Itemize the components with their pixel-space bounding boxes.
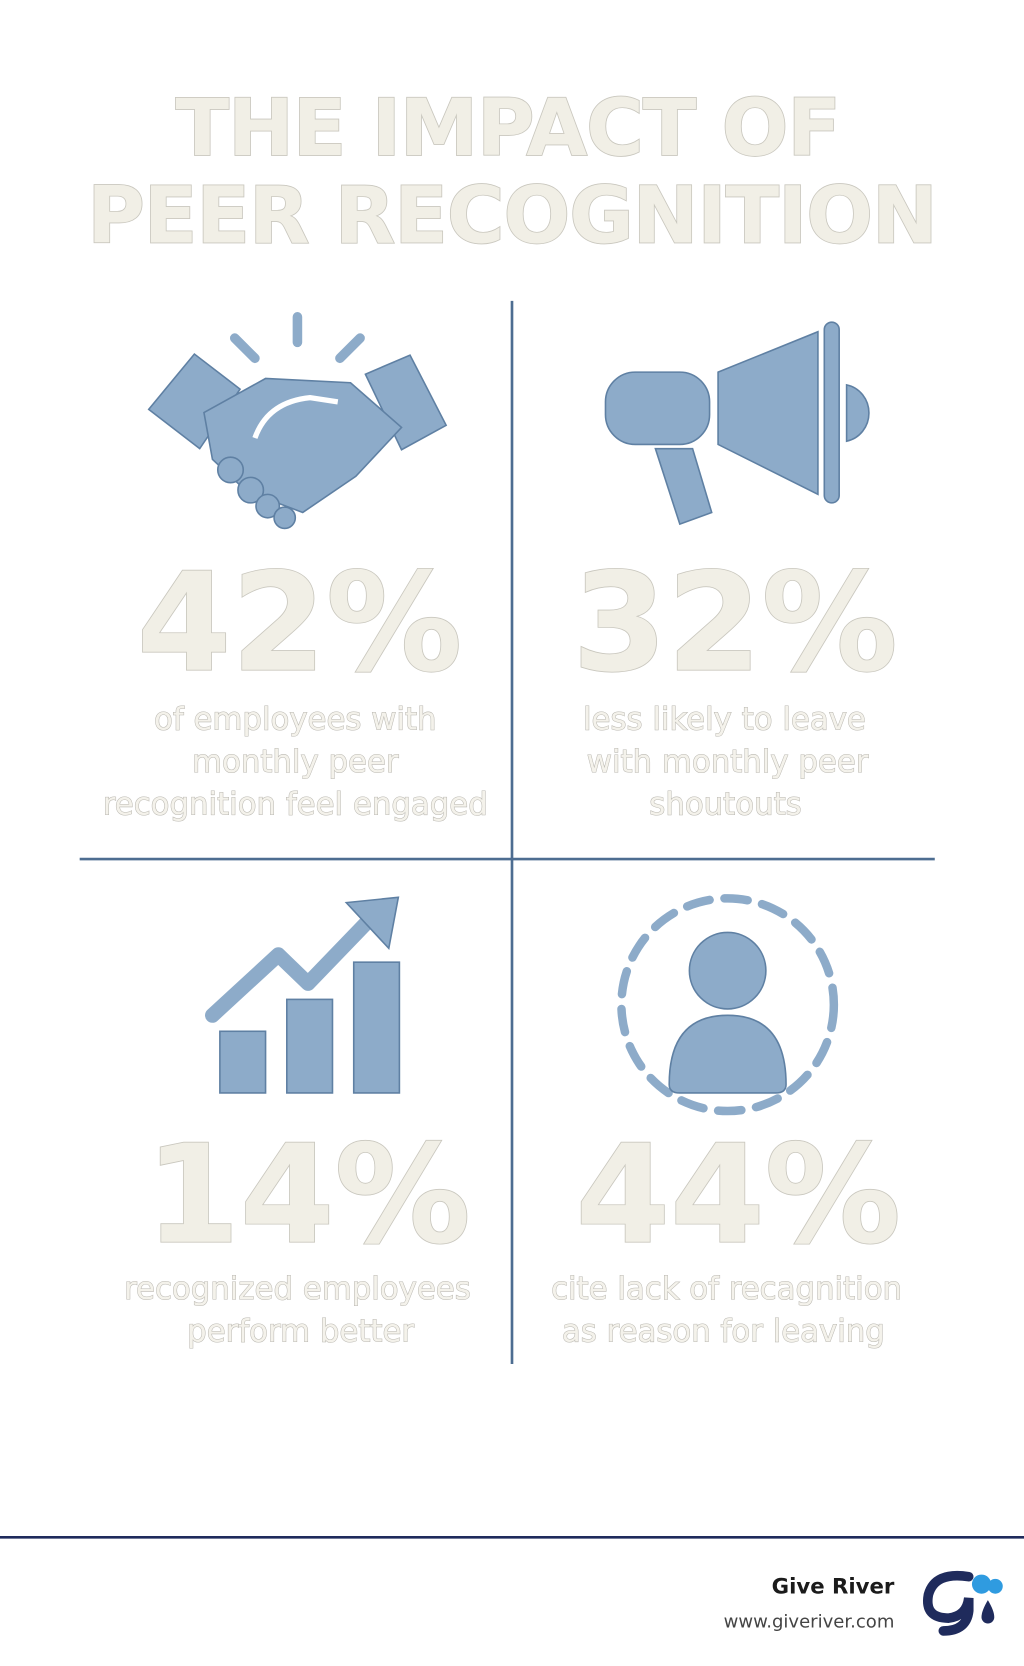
stat-description: of employees with bbox=[154, 701, 437, 737]
stat-description: less likely to leave bbox=[583, 701, 866, 737]
stat-description: recognition feel engaged bbox=[103, 786, 488, 822]
brand-url: www.giveriver.com bbox=[724, 1612, 895, 1633]
stat-description: monthly peer bbox=[192, 744, 399, 780]
stat-value: 42% bbox=[137, 545, 462, 703]
stat-value: 32% bbox=[572, 545, 897, 703]
stat-description: recognized employees bbox=[124, 1271, 471, 1307]
brand-name: Give River bbox=[772, 1575, 895, 1600]
megaphone-icon bbox=[604, 321, 870, 526]
brand-logo bbox=[923, 1571, 1003, 1636]
stat-description: perform better bbox=[187, 1314, 414, 1350]
stat-value: 14% bbox=[145, 1117, 470, 1275]
stat-description: as reason for leaving bbox=[562, 1314, 885, 1350]
handshake-icon bbox=[147, 312, 448, 530]
stat-description: shoutouts bbox=[649, 786, 801, 822]
stat-value: 44% bbox=[576, 1117, 901, 1275]
person-icon bbox=[617, 894, 839, 1116]
stat-description: cite lack of recagnition bbox=[551, 1271, 902, 1307]
title-line: PEER RECOGNITION bbox=[87, 169, 937, 261]
title-line: THE IMPACT OF bbox=[176, 82, 840, 174]
growth-chart-icon bbox=[205, 896, 401, 1094]
stat-description: with monthly peer bbox=[587, 744, 869, 780]
